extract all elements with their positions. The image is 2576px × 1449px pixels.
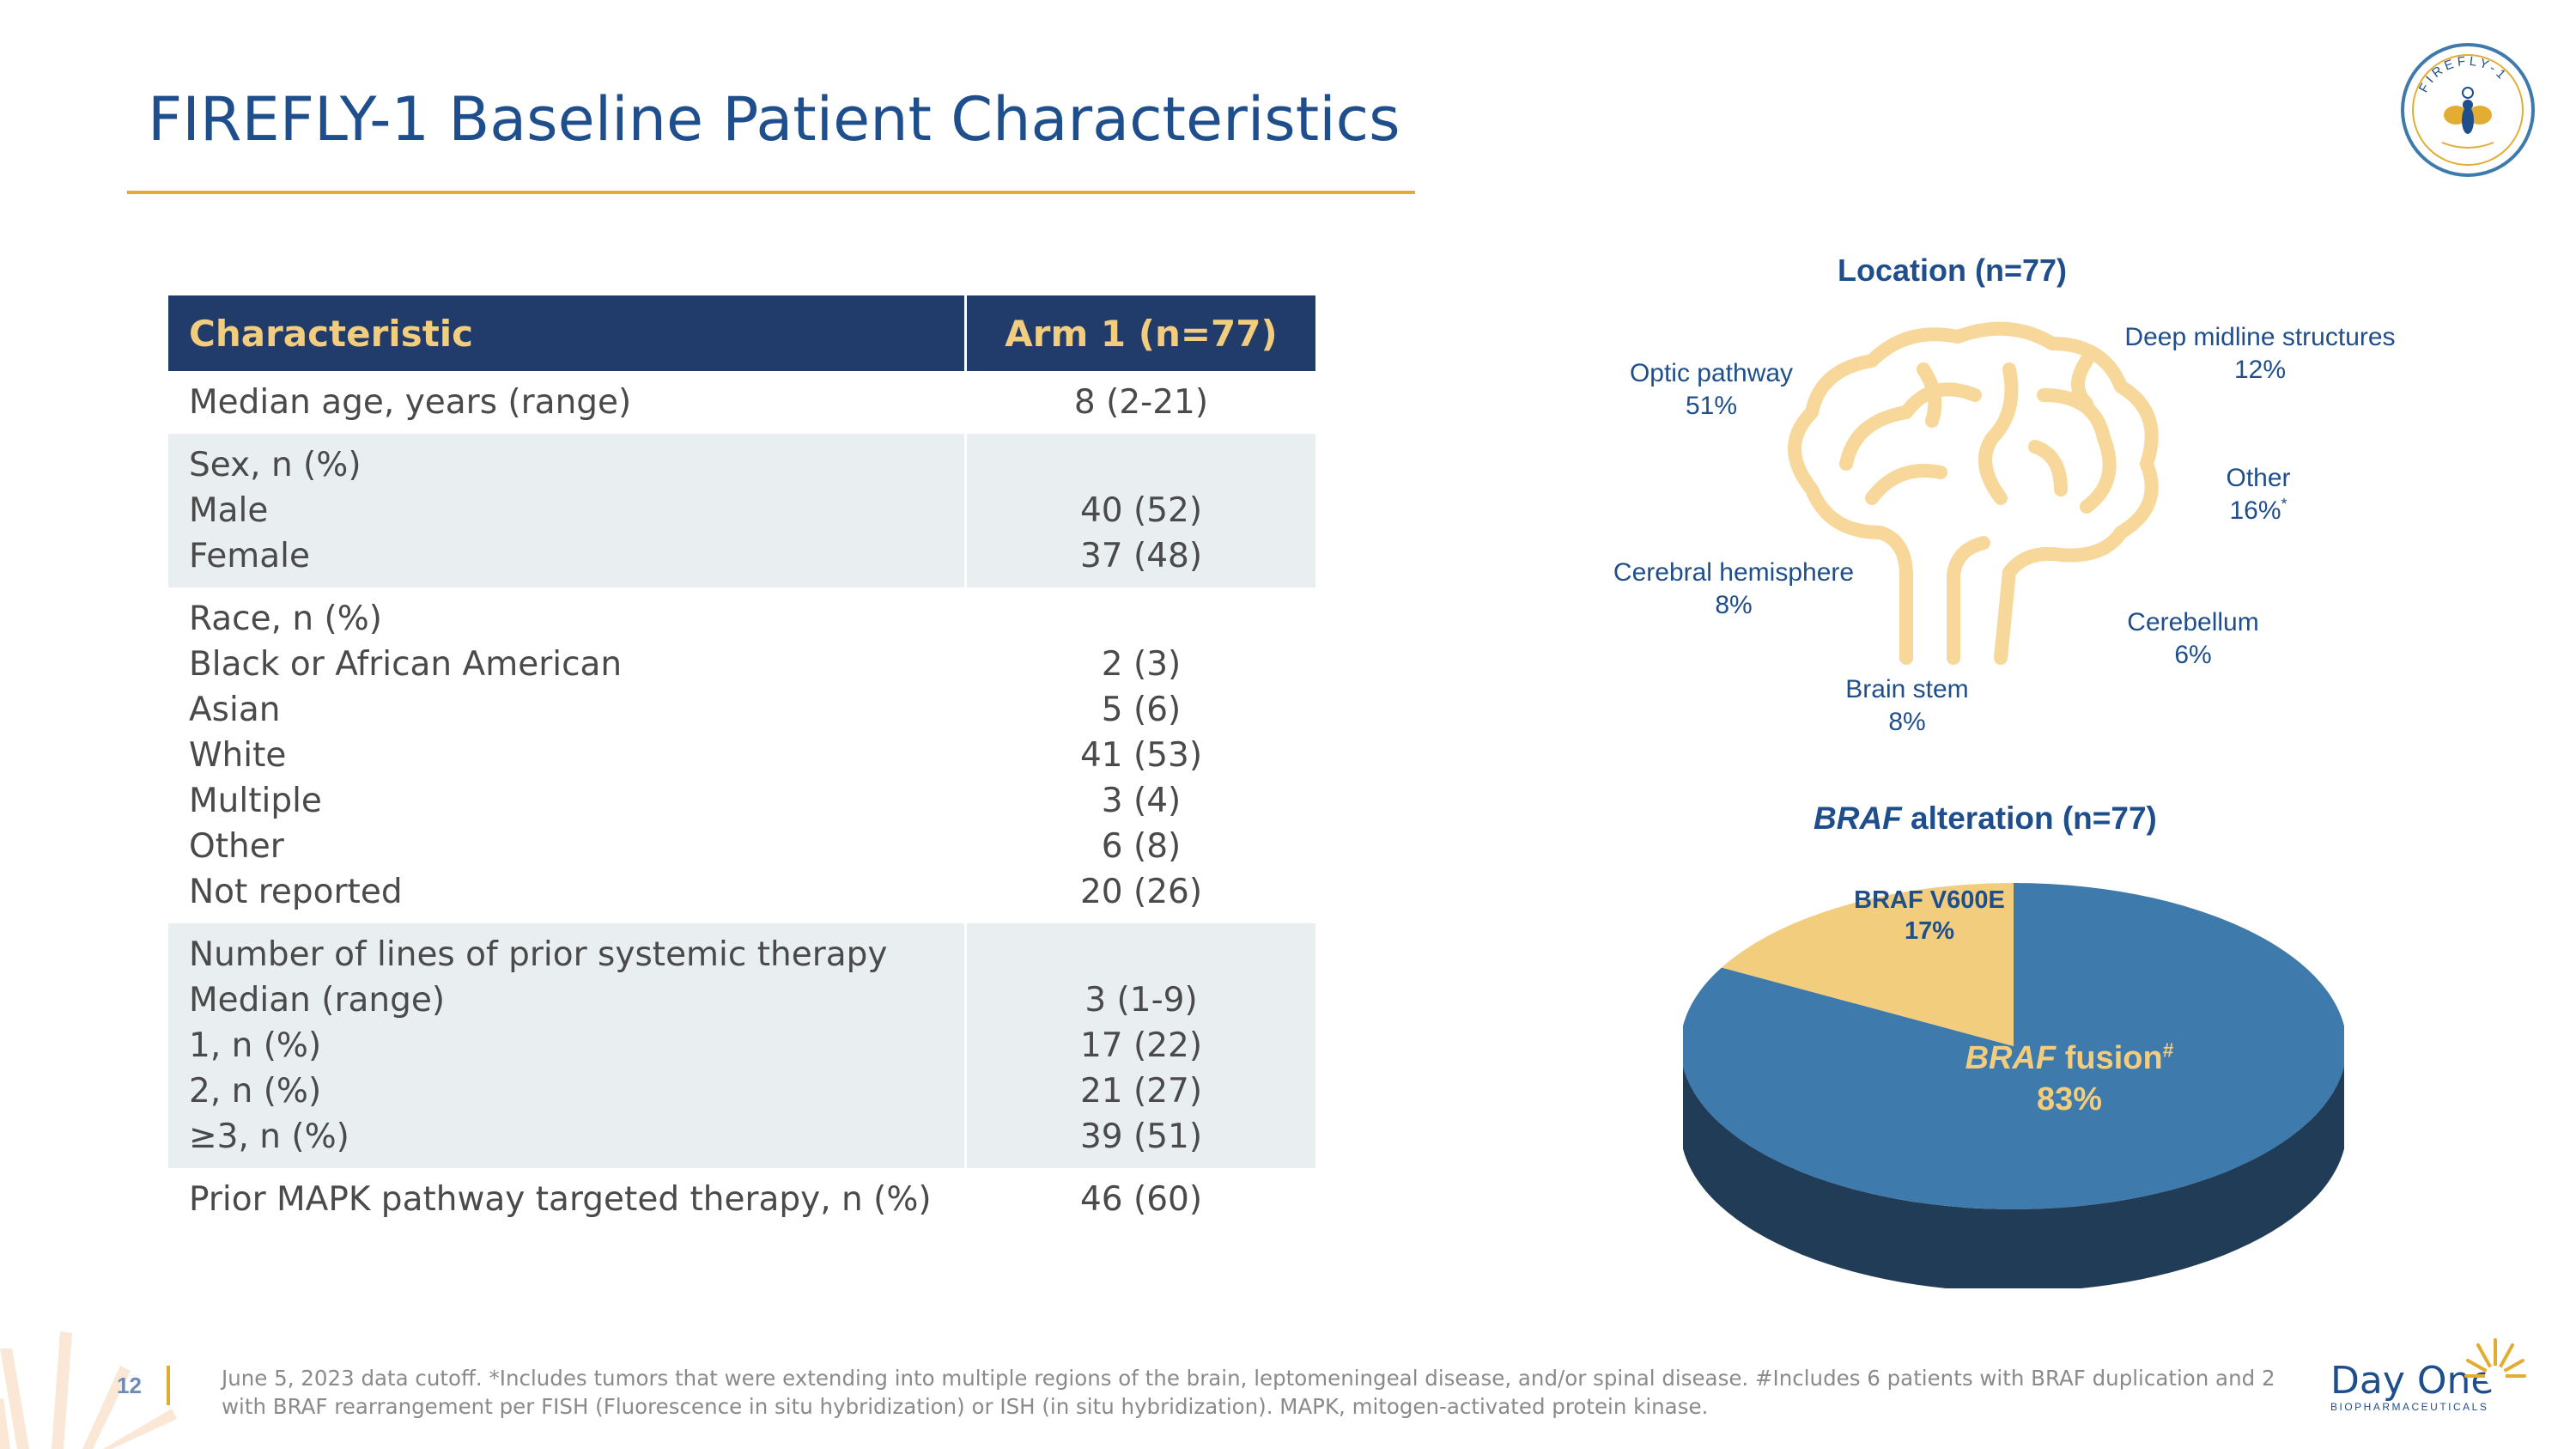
column-header-characteristic: Characteristic	[189, 312, 474, 355]
row-value	[967, 596, 1315, 642]
firefly-seal-logo: FIREFLY-1	[2401, 43, 2535, 177]
row-value: 39 (51)	[1079, 1117, 1203, 1156]
location-title: Location (n=77)	[1838, 253, 2068, 288]
row-label: ≥3, n (%)	[189, 1117, 349, 1156]
row-value: 37 (48)	[1079, 537, 1203, 575]
row-value: 17 (22)	[1079, 1026, 1203, 1065]
page-number: 12	[117, 1373, 142, 1398]
location-cerebellum: Cerebellum 6%	[2127, 608, 2259, 669]
pie-label-fusion: BRAF fusion# 83%	[1965, 1038, 2174, 1117]
table-row-prior-therapy-lines: Number of lines of prior systemic therap…	[168, 923, 1315, 1168]
brand-name: Day One	[2330, 1359, 2494, 1403]
pie-label-v600e: BRAF V600E 17%	[1854, 886, 2005, 945]
row-value: 46 (60)	[1079, 1180, 1203, 1219]
title-underline	[127, 191, 1415, 194]
pie-side-wall	[1683, 1066, 2344, 1288]
baseline-characteristics-table: Characteristic Arm 1 (n=77) Median age, …	[168, 295, 1315, 1231]
row-value: 8 (2-21)	[1073, 383, 1209, 422]
row-value: 5 (6)	[1101, 691, 1182, 729]
row-label: Sex, n (%)	[189, 446, 361, 484]
table-row-prior-mapk: Prior MAPK pathway targeted therapy, n (…	[168, 1168, 1315, 1231]
row-label: 1, n (%)	[189, 1026, 322, 1065]
row-label: Median (range)	[189, 981, 446, 1020]
row-label: Not reported	[189, 873, 403, 911]
location-other: Other 16%*	[2226, 464, 2291, 525]
row-value	[967, 932, 1315, 977]
table-header: Characteristic Arm 1 (n=77)	[168, 295, 1315, 371]
row-value: 3 (1-9)	[1084, 981, 1198, 1020]
row-value: 2 (3)	[1101, 645, 1182, 684]
braf-pie-chart	[1683, 883, 2344, 1288]
row-label: Male	[189, 491, 269, 530]
sun-rays-icon	[2464, 1338, 2526, 1386]
row-value: 3 (4)	[1101, 782, 1182, 820]
column-header-arm1: Arm 1 (n=77)	[1005, 312, 1278, 355]
row-value: 40 (52)	[1079, 491, 1203, 530]
row-label: White	[189, 736, 287, 775]
row-label: Prior MAPK pathway targeted therapy, n (…	[189, 1180, 932, 1219]
row-label: Female	[189, 537, 311, 575]
row-label: Other	[189, 827, 284, 866]
table-row-race: Race, n (%) Black or African American As…	[168, 588, 1315, 923]
location-brain-stem: Brain stem 8%	[1845, 675, 1969, 736]
brain-icon	[1788, 321, 2159, 665]
row-label: Asian	[189, 691, 281, 729]
row-value: 41 (53)	[1079, 736, 1203, 775]
row-label: Median age, years (range)	[189, 383, 632, 422]
location-cerebral-hemisphere: Cerebral hemisphere 8%	[1613, 558, 1855, 619]
table-row-age: Median age, years (range) 8 (2-21)	[168, 371, 1315, 434]
row-label: Multiple	[189, 782, 322, 820]
braf-chart-title: BRAF alteration (n=77)	[1814, 801, 2157, 836]
row-label: Black or African American	[189, 645, 623, 684]
location-optic-pathway: Optic pathway 51%	[1629, 359, 1794, 420]
row-label: Race, n (%)	[189, 600, 382, 638]
day-one-logo: Day One BIOPHARMACEUTICALS	[2330, 1359, 2494, 1413]
row-label: Number of lines of prior systemic therap…	[189, 935, 888, 974]
page-title: FIREFLY-1 Baseline Patient Characteristi…	[148, 84, 1400, 155]
footnote: June 5, 2023 data cutoff. *Includes tumo…	[222, 1366, 2275, 1419]
pie-slice-braf-v600e	[1721, 883, 2014, 1046]
row-value: 6 (8)	[1101, 827, 1182, 866]
row-value: 20 (26)	[1079, 873, 1203, 911]
page-number-divider	[167, 1366, 170, 1405]
table-row-sex: Sex, n (%) Male Female 40 (52) 37 (48)	[168, 434, 1315, 588]
brand-subtitle: BIOPHARMACEUTICALS	[2330, 1401, 2489, 1413]
row-value: 21 (27)	[1079, 1072, 1203, 1111]
row-value	[967, 442, 1315, 488]
location-deep-midline: Deep midline structures 12%	[2124, 323, 2396, 384]
sunburst-decoration	[0, 1331, 177, 1449]
row-label: 2, n (%)	[189, 1072, 322, 1111]
